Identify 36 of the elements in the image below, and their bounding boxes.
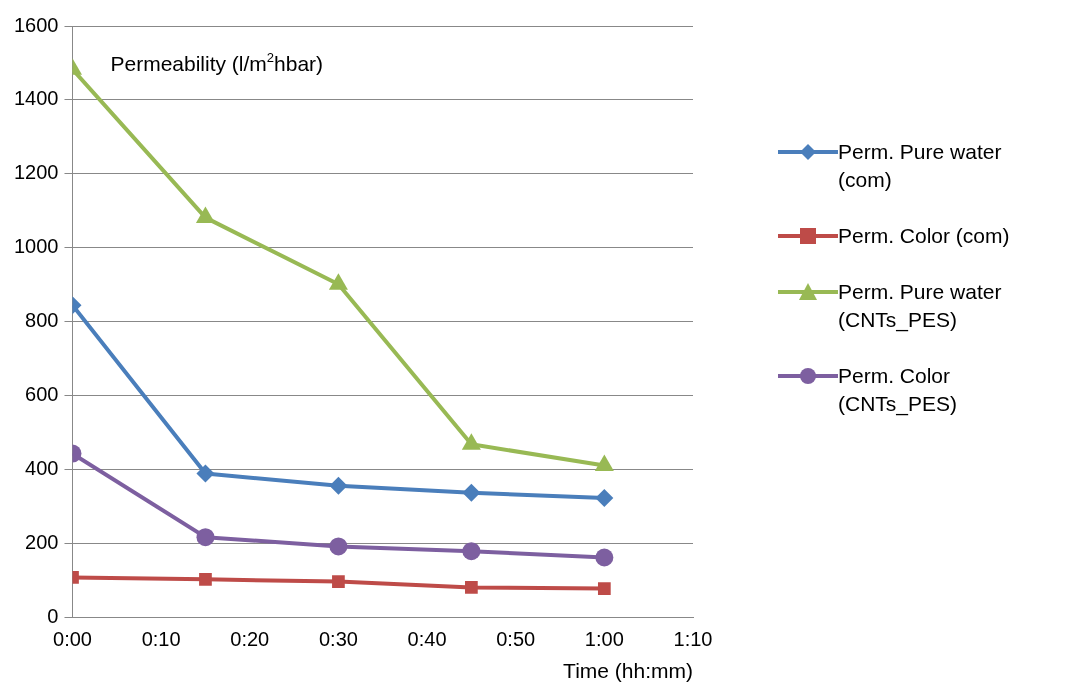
y-tick-label: 200 [25,531,59,554]
x-tick-label: 0:30 [318,628,358,651]
point [328,273,348,290]
y-tick-label: 1600 [13,13,59,36]
x-tick-label: 0:50 [496,628,536,651]
point [332,575,345,588]
point [462,542,481,561]
legend-label: Perm. Color (com) [838,223,1011,249]
point [597,582,611,595]
point [196,464,215,483]
point [462,483,481,502]
y-tick-label: 400 [25,457,59,480]
legend-label: Perm. Color (CNTs_PES) [838,363,959,418]
point [465,581,478,594]
y-tick-label: 1200 [13,161,59,184]
point [595,488,614,507]
x-tick-label: 1:10 [673,628,713,651]
y-tick-label: 1400 [13,87,59,110]
point [329,476,348,495]
y-tick-label: 600 [25,383,59,406]
legend-label: Perm. Pure water (CNTs_PES) [838,279,1003,334]
x-tick-label: 0:40 [407,628,447,651]
x-tick-label: 0:00 [53,628,92,651]
x-tick-label: 0:10 [141,628,181,651]
y-tick-label: 800 [25,309,59,332]
y-tick-label: 1000 [13,235,59,258]
point [196,528,215,547]
point [195,206,215,224]
point [329,537,348,556]
y-tick-label: 0 [47,605,59,628]
legend-label: Perm. Pure water (com) [838,139,1003,193]
x-tick-label: 0:20 [230,628,270,651]
x-tick-label: 1:00 [584,628,624,651]
x-axis-title: Time (hh:mm) [563,659,693,683]
point [595,548,614,567]
point [199,572,212,586]
